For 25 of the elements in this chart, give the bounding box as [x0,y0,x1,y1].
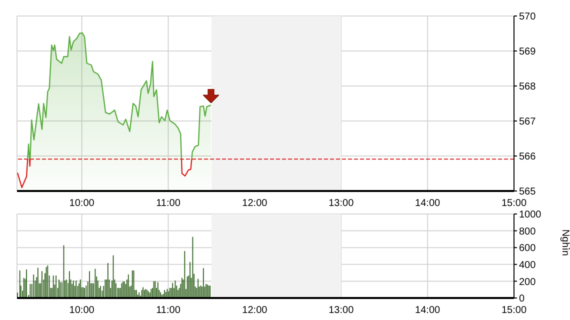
x-tick-label: 13:00 [328,198,354,210]
y-tick-label: 566 [519,152,536,163]
y-tick-label: 400 [519,260,536,271]
x-tick-label: 15:00 [501,305,527,316]
x-tick-label: 12:00 [242,198,268,210]
x-tick-label: 13:00 [328,305,354,316]
y-axis-title: Nghìn [559,229,570,256]
x-tick-label: 11:00 [156,305,181,316]
y-tick-label: 600 [519,243,536,254]
x-tick-label: 10:00 [69,198,95,210]
x-tick-label: 14:00 [415,305,441,316]
x-tick-label: 15:00 [501,198,527,210]
y-tick-label: 565 [519,186,536,198]
x-tick-label: 11:00 [156,198,181,210]
y-tick-label: 569 [519,46,536,58]
y-tick-label: 567 [519,116,536,128]
y-tick-label: 1000 [519,210,542,221]
y-tick-label: 0 [519,294,525,305]
y-tick-label: 570 [519,12,536,23]
x-tick-label: 14:00 [415,198,441,210]
y-tick-label: 200 [519,276,536,288]
x-tick-label: 10:00 [69,305,95,316]
y-tick-label: 800 [519,226,536,238]
y-tick-label: 568 [519,82,536,93]
x-tick-label: 12:00 [242,305,268,316]
